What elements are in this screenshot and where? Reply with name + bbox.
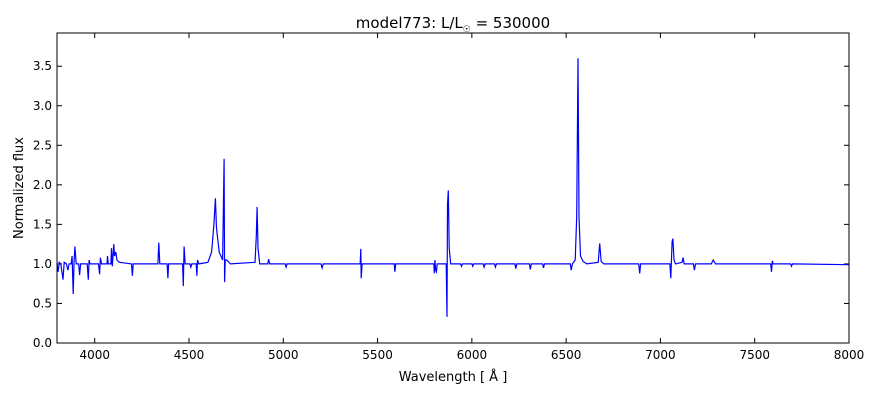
chart-title-main: model773: L/L: [356, 14, 464, 32]
plot-frame: [56, 32, 850, 344]
x-tick-label: 6500: [551, 348, 582, 362]
x-tick-label: 8000: [834, 348, 865, 362]
x-tick-label: 5000: [268, 348, 299, 362]
y-tick-label: 3.5: [33, 59, 52, 73]
x-tick-label: 5500: [362, 348, 393, 362]
y-tick-label: 3.0: [33, 99, 52, 113]
y-tick-label: 1.5: [33, 217, 52, 231]
y-axis-label: Normalized flux: [12, 137, 27, 239]
chart-title-sun-symbol: ☉: [463, 25, 471, 35]
chart-title: model773: L/L☉ = 530000: [356, 14, 550, 35]
y-tick-label: 1.0: [33, 257, 52, 271]
x-tick-label: 4500: [174, 348, 205, 362]
spectrum-line: [56, 58, 850, 317]
x-tick-label: 7500: [739, 348, 770, 362]
y-tick-label: 0.5: [33, 296, 52, 310]
y-tick-label: 0.0: [33, 336, 52, 350]
x-tick-label: 7000: [645, 348, 676, 362]
x-tick-label: 6000: [457, 348, 488, 362]
y-tick-label: 2.5: [33, 138, 52, 152]
chart-title-value: = 530000: [471, 14, 550, 32]
x-axis-label: Wavelength [ Å ]: [399, 369, 508, 385]
y-tick-label: 2.0: [33, 178, 52, 192]
axis-ticks: 4000 4500 5000 5500 6000 6500 7000 7500 8000 0.0 0…: [33, 33, 864, 362]
x-tick-label: 4000: [79, 348, 110, 362]
